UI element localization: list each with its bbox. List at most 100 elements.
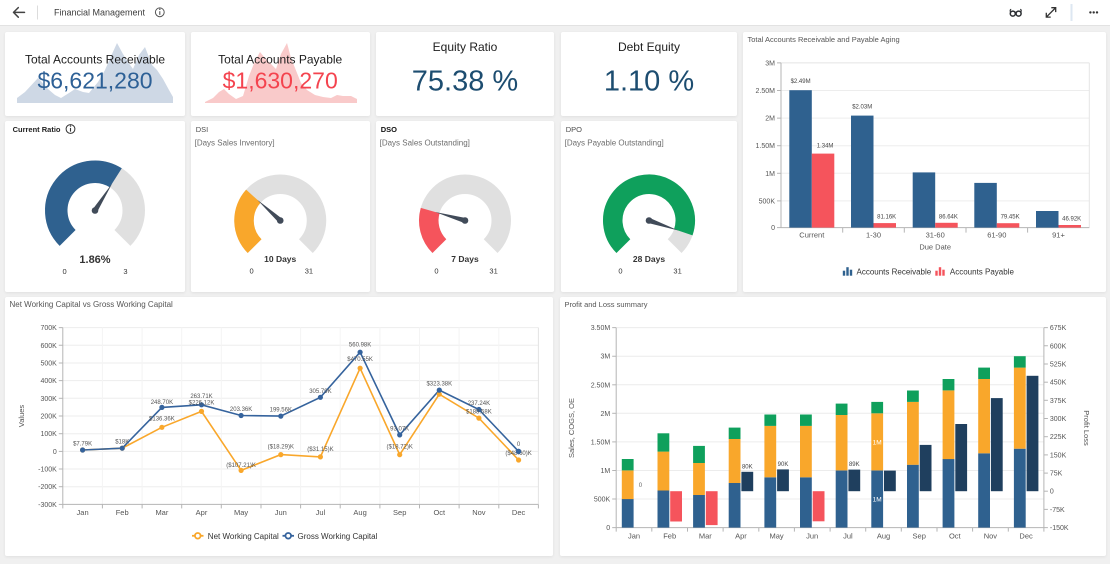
svg-text:300K: 300K (40, 396, 57, 403)
svg-text:-75K: -75K (1049, 507, 1064, 514)
svg-text:0: 0 (618, 266, 622, 275)
svg-text:Aug: Aug (353, 508, 366, 517)
svg-text:28 Days: 28 Days (632, 254, 664, 264)
svg-text:1M: 1M (872, 497, 881, 504)
svg-text:500K: 500K (759, 198, 776, 205)
svg-text:199.56K: 199.56K (270, 408, 292, 414)
svg-text:Jan: Jan (77, 508, 89, 517)
svg-text:203.36K: 203.36K (230, 407, 252, 413)
svg-text:100K: 100K (40, 431, 57, 438)
svg-text:89K: 89K (848, 462, 859, 468)
svg-text:31: 31 (305, 266, 313, 275)
svg-text:Nov: Nov (983, 532, 997, 541)
svg-text:93.07K: 93.07K (390, 426, 409, 432)
svg-text:1.50M: 1.50M (590, 439, 610, 446)
svg-text:7 Days: 7 Days (451, 254, 479, 264)
svg-text:$226.12K: $226.12K (189, 400, 215, 406)
svg-text:Aug: Aug (876, 532, 889, 541)
svg-text:400K: 400K (40, 378, 57, 385)
svg-text:$136.36K: $136.36K (149, 416, 175, 422)
svg-text:Profit and Loss summary: Profit and Loss summary (564, 300, 647, 309)
svg-text:46.92K: 46.92K (1062, 217, 1081, 223)
svg-text:$6,621,280: $6,621,280 (37, 68, 152, 94)
svg-text:0: 0 (517, 442, 521, 448)
svg-text:[Days Payable Outstanding]: [Days Payable Outstanding] (564, 138, 663, 147)
svg-text:Current: Current (799, 231, 825, 240)
svg-text:200K: 200K (40, 414, 57, 421)
svg-text:Profit Loss: Profit Loss (1082, 410, 1091, 446)
svg-text:600K: 600K (1049, 343, 1066, 350)
svg-text:3M: 3M (765, 60, 775, 67)
svg-text:560.98K: 560.98K (349, 342, 371, 348)
svg-text:1.10 %: 1.10 % (603, 65, 693, 97)
svg-text:1-30: 1-30 (866, 231, 881, 240)
svg-text:0: 0 (434, 266, 438, 275)
svg-text:0: 0 (771, 225, 775, 232)
svg-text:($18.72)K: ($18.72)K (387, 445, 413, 451)
svg-text:Feb: Feb (663, 532, 676, 541)
svg-text:Net Working Capital vs Gross W: Net Working Capital vs Gross Working Cap… (10, 300, 174, 309)
svg-text:[Days Sales Outstanding]: [Days Sales Outstanding] (380, 138, 470, 147)
svg-text:$7.79K: $7.79K (73, 442, 92, 448)
svg-text:10 Days: 10 Days (264, 254, 296, 264)
svg-text:Jun: Jun (275, 508, 287, 517)
svg-text:Gross Working Capital: Gross Working Capital (298, 532, 378, 541)
svg-text:$188.58K: $188.58K (466, 410, 492, 416)
svg-text:Equity Ratio: Equity Ratio (433, 40, 498, 54)
svg-text:-100K: -100K (38, 467, 57, 474)
svg-text:Jan: Jan (627, 532, 639, 541)
svg-text:31: 31 (489, 266, 497, 275)
svg-text:$1,630,270: $1,630,270 (223, 68, 338, 94)
svg-text:0: 0 (1049, 489, 1053, 496)
svg-text:Due Date: Due Date (919, 243, 951, 252)
svg-text:79.45K: 79.45K (1001, 215, 1020, 221)
svg-text:90K: 90K (777, 462, 788, 468)
svg-text:Sales, COGS, OE: Sales, COGS, OE (567, 398, 576, 458)
svg-text:Total Accounts Receivable: Total Accounts Receivable (25, 53, 165, 67)
svg-text:31-60: 31-60 (926, 231, 945, 240)
svg-text:Apr: Apr (196, 508, 208, 517)
svg-text:Accounts Payable: Accounts Payable (950, 268, 1015, 277)
svg-text:0: 0 (53, 449, 57, 456)
svg-text:75.38 %: 75.38 % (412, 65, 518, 97)
svg-text:600K: 600K (40, 343, 57, 350)
svg-text:1.86%: 1.86% (79, 254, 110, 266)
svg-text:675K: 675K (1049, 325, 1066, 332)
svg-text:Oct: Oct (433, 508, 446, 517)
svg-text:237.24K: 237.24K (468, 401, 490, 407)
svg-text:0: 0 (606, 525, 610, 532)
svg-text:2M: 2M (600, 411, 610, 418)
svg-text:1.34M: 1.34M (817, 144, 834, 150)
svg-text:Current Ratio: Current Ratio (13, 124, 61, 133)
svg-text:($107.21)K: ($107.21)K (226, 463, 256, 469)
svg-text:500K: 500K (40, 361, 57, 368)
svg-text:Net Working Capital: Net Working Capital (208, 532, 279, 541)
svg-text:Accounts Receivable: Accounts Receivable (857, 268, 932, 277)
svg-text:May: May (234, 508, 248, 517)
svg-text:0: 0 (63, 266, 67, 275)
svg-text:DSO: DSO (381, 125, 397, 134)
svg-text:-200K: -200K (38, 484, 57, 491)
svg-text:525K: 525K (1049, 362, 1066, 369)
svg-text:Sep: Sep (393, 508, 406, 517)
svg-text:2.50M: 2.50M (756, 88, 776, 95)
svg-text:225K: 225K (1049, 434, 1066, 441)
svg-text:150K: 150K (1049, 452, 1066, 459)
svg-text:Jul: Jul (843, 532, 853, 541)
svg-text:Debt Equity: Debt Equity (617, 40, 679, 54)
svg-text:1M: 1M (872, 439, 881, 446)
svg-text:3: 3 (123, 266, 127, 275)
svg-text:DPO: DPO (565, 125, 581, 134)
svg-text:1.50M: 1.50M (756, 143, 776, 150)
svg-text:80K: 80K (741, 464, 752, 470)
svg-text:1M: 1M (765, 171, 775, 178)
svg-text:0: 0 (250, 266, 254, 275)
svg-text:Financial Management: Financial Management (54, 7, 146, 17)
svg-text:86.64K: 86.64K (939, 214, 958, 220)
svg-text:-150K: -150K (1049, 525, 1068, 532)
svg-text:91+: 91+ (1052, 231, 1065, 240)
svg-text:$2.49M: $2.49M (791, 79, 811, 85)
svg-text:Oct: Oct (948, 532, 961, 541)
svg-text:$323.38K: $323.38K (426, 382, 452, 388)
svg-text:[Days Sales Inventory]: [Days Sales Inventory] (195, 138, 275, 147)
